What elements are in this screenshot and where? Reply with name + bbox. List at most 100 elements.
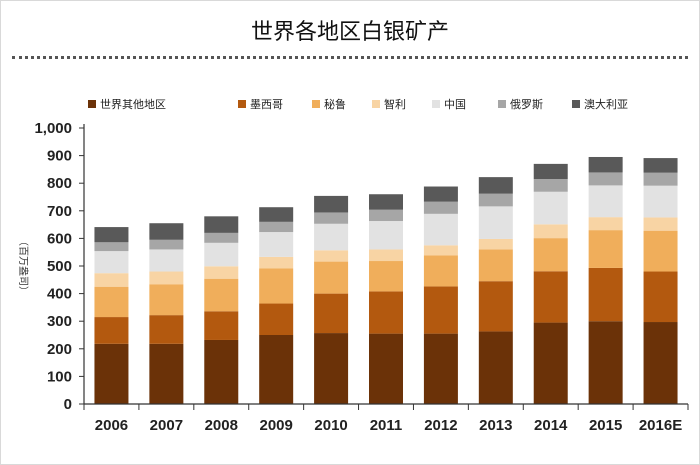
bar-segment	[478, 281, 513, 332]
bar-segment	[204, 278, 239, 312]
bar-segment	[423, 333, 458, 404]
bar-segment	[259, 221, 294, 233]
bar-segment	[369, 333, 403, 404]
bar-segment	[643, 322, 678, 404]
legend-item: 中国	[432, 98, 466, 111]
x-tick-label: 2015	[589, 417, 622, 434]
legend-item: 世界其他地区	[88, 98, 166, 111]
x-tick-label: 2014	[534, 417, 568, 434]
bar-segment	[149, 249, 184, 272]
x-tick-label: 2016E	[639, 417, 682, 434]
bar-segment	[314, 333, 349, 404]
bar-segment	[204, 311, 239, 340]
x-tick-label: 2011	[370, 417, 403, 434]
bar-segment	[588, 185, 623, 218]
bar-stack-2012	[423, 186, 458, 404]
bar-segment	[643, 185, 678, 218]
bar-segment	[478, 193, 513, 207]
legend-label: 俄罗斯	[510, 98, 543, 111]
bar-segment	[149, 284, 184, 316]
bar-segment	[149, 239, 184, 250]
bar-segment	[588, 217, 623, 231]
x-tick-label: 2008	[205, 417, 238, 434]
legend-swatch	[312, 100, 320, 108]
legend-swatch	[432, 100, 440, 108]
bar-segment	[94, 286, 129, 318]
bar-segment	[149, 343, 184, 404]
bar-stack-2008	[204, 216, 239, 404]
bar-segment	[588, 230, 623, 268]
x-tick-label: 2013	[479, 417, 512, 434]
bar-segment	[643, 217, 678, 231]
bar-segment	[423, 186, 458, 202]
bar-segment	[259, 335, 294, 404]
y-tick-label: 700	[47, 203, 72, 220]
bar-segment	[204, 232, 239, 243]
y-tick-label: 300	[47, 313, 72, 330]
legend-item: 秘鲁	[312, 97, 346, 111]
y-tick-label: 0	[64, 396, 72, 413]
bar-segment	[533, 163, 568, 180]
bar-segment	[94, 317, 129, 344]
legend-label: 澳大利亚	[584, 97, 628, 111]
bar-segment	[149, 223, 184, 240]
y-tick-label: 900	[47, 148, 72, 165]
bar-stack-2011	[369, 194, 403, 404]
bar-segment	[423, 245, 458, 256]
bar-segment	[259, 303, 294, 335]
bar-segment	[259, 207, 294, 222]
legend-swatch	[372, 100, 380, 108]
y-axis-label: （百万盎司）	[17, 236, 30, 296]
y-tick-label: 200	[47, 341, 72, 358]
bar-segment	[533, 238, 568, 272]
bar-segment	[533, 191, 568, 225]
y-tick-label: 800	[47, 175, 72, 192]
bar-segment	[94, 242, 129, 252]
bar-segment	[314, 250, 349, 262]
bar-segment	[643, 230, 678, 272]
bar-segment	[588, 321, 623, 404]
legend-item: 墨西哥	[238, 98, 283, 111]
bar-segment	[149, 271, 184, 285]
legend-swatch	[238, 100, 246, 108]
bar-stack-2007	[149, 223, 184, 404]
bar-segment	[588, 156, 623, 173]
legend-swatch	[498, 100, 506, 108]
axes	[83, 124, 689, 410]
bar-segment	[369, 249, 403, 262]
bar-segment	[588, 172, 623, 186]
bar-segment	[423, 255, 458, 287]
legend-swatch	[572, 100, 580, 108]
bar-segment	[369, 221, 403, 250]
legend-label: 墨西哥	[250, 98, 283, 111]
bar-segment	[478, 177, 513, 194]
legend-swatch	[88, 100, 96, 108]
bar-segment	[478, 331, 513, 404]
y-tick-label: 1,000	[34, 120, 72, 137]
bar-segment	[149, 315, 184, 344]
bar-stack-2009	[259, 207, 294, 404]
y-tick-label: 100	[47, 368, 72, 385]
legend-label: 秘鲁	[324, 97, 346, 111]
x-tick-label: 2012	[424, 417, 457, 434]
bar-segment	[643, 158, 678, 173]
legend-item: 俄罗斯	[498, 98, 543, 111]
bar-segment	[533, 224, 568, 239]
bar-segment	[369, 261, 403, 292]
bar-segment	[588, 267, 623, 322]
bar-segment	[259, 268, 294, 304]
bar-segment	[423, 286, 458, 334]
title-divider	[12, 56, 688, 59]
bar-segment	[478, 206, 513, 239]
legend-item: 澳大利亚	[572, 97, 628, 111]
bar-segment	[314, 293, 349, 334]
bar-segment	[259, 256, 294, 269]
legend-label: 世界其他地区	[100, 98, 166, 111]
bar-stack-2010	[314, 195, 349, 404]
x-tick-label: 2007	[150, 417, 183, 434]
y-axis-tick-labels: 0 100 200 300 400 500 600 700 800 900 1,000	[34, 120, 84, 413]
bar-segment	[478, 238, 513, 250]
bar-stack-2015	[588, 156, 623, 404]
legend-label: 智利	[384, 97, 406, 111]
